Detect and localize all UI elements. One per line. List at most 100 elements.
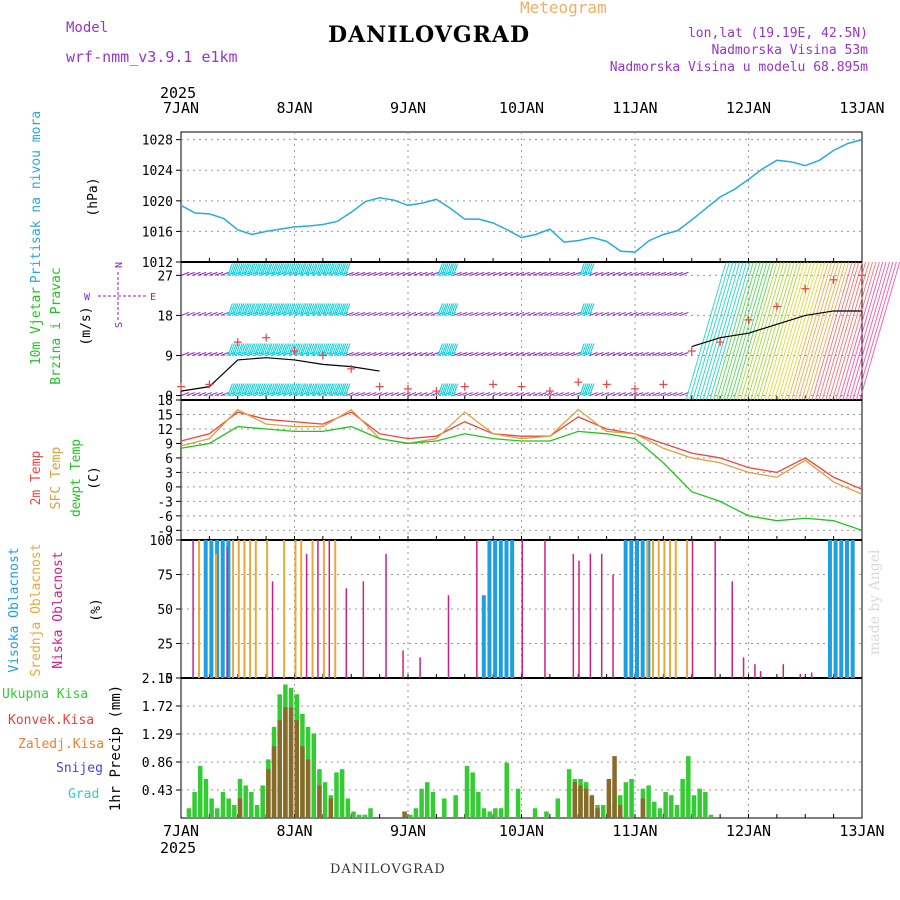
- wind-barb-flag: [451, 303, 457, 315]
- wind-hatch: [712, 261, 754, 401]
- wind-barb-flag: [313, 343, 318, 355]
- wind-barb-flag: [273, 263, 279, 275]
- cloud-bar-0: [498, 540, 503, 678]
- wind-barb: [504, 271, 513, 276]
- wind-barb: [470, 392, 479, 397]
- wind-barb-flag: [585, 383, 591, 395]
- wind-barb-flag: [279, 343, 284, 355]
- wind-barb: [634, 352, 644, 356]
- wind-barb-flag: [273, 343, 279, 355]
- wind-barb-flag: [307, 303, 313, 315]
- cloud-bar-1: [249, 540, 252, 678]
- precip-bar-1: [266, 769, 271, 818]
- wind-barb-flag: [311, 343, 317, 355]
- wind-barb-flag: [281, 263, 286, 275]
- wind-barb-flag: [581, 303, 587, 315]
- precip-bar-0: [487, 811, 492, 818]
- wind-barb: [600, 352, 610, 356]
- wind-barb-flag: [322, 343, 328, 355]
- cloud-bar-0: [844, 540, 849, 678]
- wind-speed-line: [180, 357, 380, 392]
- wind-barb-flag: [328, 343, 334, 355]
- wind-barb: [526, 392, 536, 397]
- wind-barb-flag: [250, 343, 256, 355]
- precip-bar-1: [283, 707, 288, 818]
- wind-barb-flag: [583, 303, 589, 315]
- precip-bar-1: [294, 720, 299, 818]
- wind-barb: [385, 352, 394, 356]
- wind-barb-flag: [231, 303, 237, 315]
- wind-hatch: [801, 261, 843, 401]
- wind-barb: [600, 271, 610, 276]
- wind-barb: [640, 352, 649, 356]
- wind-barb-flag: [261, 303, 267, 315]
- wind-unit-label: (m/s): [79, 306, 94, 345]
- wind-barb-flag: [256, 343, 262, 355]
- wind-barb: [356, 392, 366, 397]
- y-tick-label: 2.15: [142, 672, 173, 687]
- wind-barb: [407, 352, 417, 356]
- compass-east: E: [150, 292, 156, 303]
- wind-barb-flag: [324, 263, 330, 275]
- wind-barb-flag: [441, 263, 447, 275]
- wind-barb-flag: [301, 263, 307, 275]
- wind-barb: [430, 311, 439, 316]
- y-tick-label: 27: [157, 269, 173, 284]
- wind-hatch: [777, 261, 819, 401]
- wind-barb-flag: [330, 383, 336, 395]
- wind-barb-flag: [441, 383, 447, 395]
- wind-barb: [566, 311, 576, 316]
- cloud-bar-0: [504, 540, 509, 678]
- wind-barb-flag: [451, 383, 457, 395]
- precip-bar-0: [345, 798, 351, 818]
- wind-barb-flag: [260, 303, 266, 315]
- wind-barb-flag: [303, 343, 309, 355]
- wind-barb-flag: [337, 303, 343, 315]
- wind-barb-flag: [315, 263, 320, 275]
- wind-barb-flag: [447, 303, 453, 315]
- wind-barb: [220, 271, 229, 276]
- wind-barb-flag: [449, 303, 455, 315]
- precip-bar-0: [646, 785, 651, 818]
- wind-barb-flag: [318, 303, 324, 315]
- precip-bar-0: [362, 814, 368, 818]
- wind-barb: [629, 311, 638, 316]
- wind-barb: [385, 392, 394, 397]
- wind-barb: [634, 271, 644, 276]
- x-bottom-tick-label: 9JAN: [390, 822, 426, 840]
- wind-barb-flag: [233, 383, 239, 395]
- wind-barb: [646, 352, 655, 356]
- x-top-tick-label: 12JAN: [726, 99, 771, 117]
- wind-barb-flag: [252, 263, 258, 275]
- wind-barb: [413, 311, 422, 316]
- y-tick-label: 75: [157, 569, 173, 584]
- precip-bar-1: [617, 804, 623, 818]
- wind-barb: [549, 392, 559, 397]
- precip-bar-1: [606, 778, 612, 818]
- y-tick-label: 15: [157, 408, 173, 423]
- cloud-bar-0: [209, 540, 214, 678]
- wind-barb: [532, 271, 542, 276]
- wind-barb-flag: [324, 303, 330, 315]
- wind-barb-flag: [324, 343, 330, 355]
- wind-barb: [555, 311, 564, 316]
- wind-barb: [362, 311, 371, 316]
- wind-barb-flag: [271, 383, 277, 395]
- wind-hatch: [808, 261, 850, 401]
- wind-barb: [521, 271, 530, 276]
- wind-barb-flag: [328, 303, 334, 315]
- wind-barb: [351, 311, 360, 316]
- wind-hatch: [750, 261, 792, 401]
- wind-barb-flag: [585, 263, 591, 275]
- wind-barb-flag: [318, 343, 324, 355]
- wind-barb: [555, 392, 564, 397]
- precip-bar-0: [254, 804, 260, 818]
- precip-bar-0: [232, 804, 237, 818]
- wind-barb-flag: [256, 383, 262, 395]
- precip-bar-1: [583, 788, 589, 818]
- wind-barb-flag: [258, 303, 264, 315]
- wind-barb: [186, 271, 195, 276]
- wind-barb-flag: [345, 343, 351, 355]
- wind-barb: [538, 392, 547, 397]
- y-tick-label: 0.43: [142, 784, 173, 799]
